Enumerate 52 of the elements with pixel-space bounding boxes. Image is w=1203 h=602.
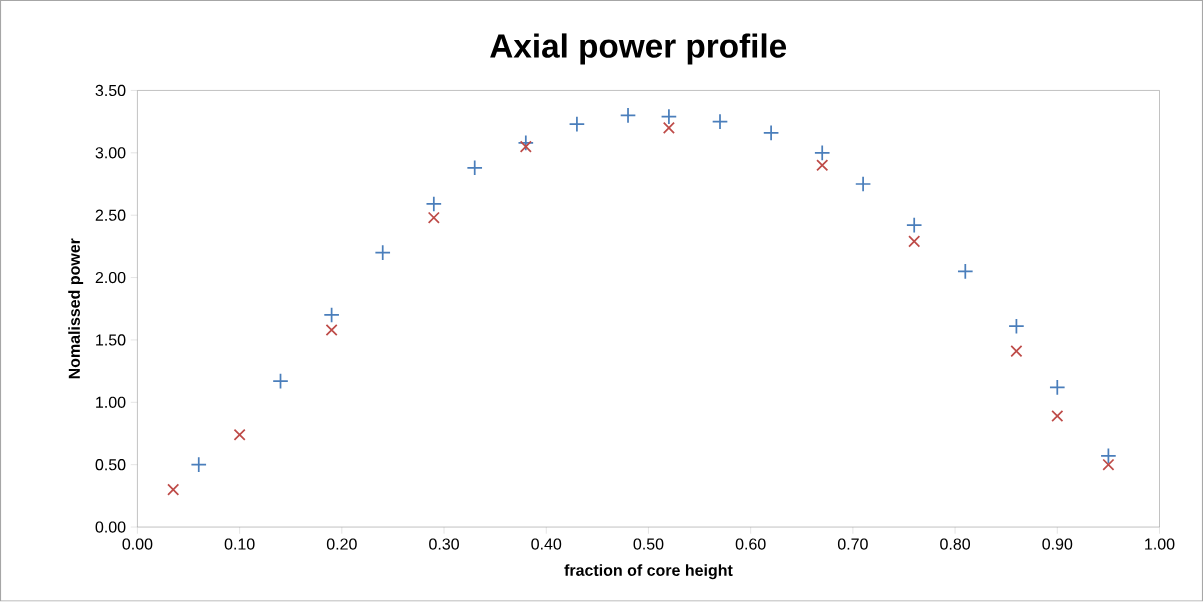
- point: [660, 108, 678, 126]
- point: [762, 124, 780, 142]
- point: [1008, 318, 1025, 335]
- y-axis-title: Nomalissed power: [68, 238, 84, 379]
- point: [167, 483, 180, 496]
- x-tick-label: 0.50: [633, 538, 664, 550]
- x-tick-label: 0.60: [735, 538, 766, 550]
- point: [374, 244, 391, 262]
- x-tick-label: 1.00: [1145, 538, 1175, 550]
- point: [323, 307, 340, 324]
- x-axis-title: fraction of core height: [564, 564, 733, 580]
- x-tick-label: 0.10: [224, 538, 255, 550]
- y-tick-label: 1.00: [96, 396, 126, 409]
- y-tick-label: 0.50: [95, 459, 126, 471]
- point: [466, 159, 483, 177]
- x-tick-label: 0.20: [326, 538, 357, 550]
- x-tick-label: 0.80: [940, 538, 971, 550]
- point: [1010, 345, 1023, 358]
- point: [519, 140, 532, 153]
- point: [325, 324, 338, 337]
- y-tick-label: 2.00: [95, 272, 126, 284]
- point: [957, 263, 974, 280]
- y-tick-label: 0.00: [95, 521, 126, 533]
- point: [190, 456, 207, 474]
- point: [816, 159, 829, 172]
- point: [1100, 447, 1117, 465]
- x-tick-label: 0.30: [429, 538, 459, 550]
- y-tick-label: 3.00: [95, 147, 126, 159]
- y-tick-label: 3.50: [95, 85, 126, 97]
- x-tick-label: 0.40: [531, 538, 562, 550]
- point: [854, 176, 872, 193]
- point: [1102, 458, 1115, 471]
- point: [1049, 379, 1066, 396]
- x-tick-label: 0.90: [1042, 538, 1073, 550]
- point: [233, 428, 246, 442]
- point: [906, 217, 923, 234]
- chart-title: Axial power profile: [490, 33, 787, 65]
- point: [517, 134, 535, 152]
- point: [425, 196, 443, 213]
- point: [1051, 410, 1064, 423]
- point: [662, 122, 675, 135]
- point: [814, 144, 831, 162]
- x-tick-label: 0.00: [122, 538, 153, 550]
- y-tick-label: 2.50: [95, 209, 126, 222]
- point: [568, 116, 586, 133]
- point: [908, 235, 921, 248]
- point: [272, 373, 289, 390]
- point: [711, 113, 729, 131]
- x-tick-label: 0.70: [837, 538, 868, 550]
- point: [427, 211, 440, 224]
- y-tick-label: 1.50: [96, 334, 126, 346]
- point: [619, 107, 637, 124]
